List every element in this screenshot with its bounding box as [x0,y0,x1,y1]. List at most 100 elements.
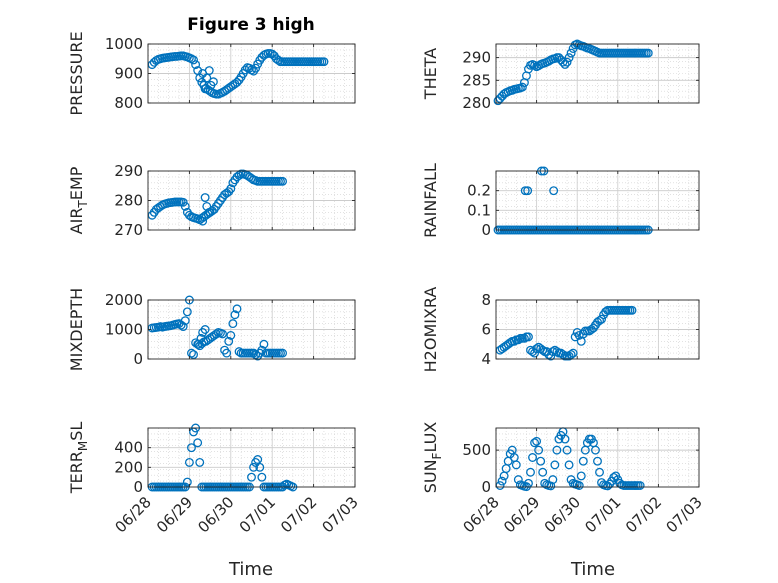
data-point [643,48,653,58]
y-tick-label: 285 [462,71,491,89]
x-tick-label: 06/30 [541,493,584,536]
data-point [198,328,208,337]
y-axis-label: AIRTEMP [67,166,90,234]
y-axis-label: RAINFALL [421,163,440,238]
y-tick-label: 290 [462,49,491,67]
data-point [208,77,218,87]
data-point [523,186,533,196]
data-point [226,330,236,340]
y-tick-label: 290 [114,162,143,180]
data-point [234,347,244,357]
data-point [218,329,227,339]
x-tick-label: 07/03 [663,493,706,536]
axes-box [147,427,356,488]
data-point [520,186,530,196]
data-point [564,53,574,63]
x-axis-label-left: Time [228,559,273,580]
data-point [511,460,521,470]
y-tick-label: 0 [481,478,491,496]
y-tick-label: 280 [462,94,491,112]
data-point [578,456,588,466]
data-point [562,57,572,67]
y-tick-label: 1000 [105,321,143,339]
data-point [253,455,263,464]
subplot-5: 0 1000 2000 MIXDEPTH [67,288,356,371]
data-point [526,467,535,477]
data-point [538,345,548,355]
data-point [548,475,558,485]
y-tick-label: 500 [462,441,491,459]
data-point [552,445,562,455]
y-tick-label: 2000 [105,291,143,309]
y-tick-label: 0.1 [467,201,491,219]
data-point [200,325,210,334]
y-axis-label: PRESSURE [67,31,86,115]
data-point [532,436,542,446]
subplot-3: 270 280 290 AIRTEMP [67,162,356,239]
data-point [184,457,194,467]
x-tick-label: 06/29 [500,493,543,536]
data-point [517,82,527,92]
x-tick-label: 07/01 [581,493,624,536]
data-point [251,63,261,73]
x-tick-label: 06/28 [112,493,155,536]
x-tick-label: 06/30 [194,493,237,536]
data-point [627,305,637,315]
y-tick-label: 400 [114,439,143,457]
data-point [180,316,190,326]
y-tick-label: 800 [114,94,143,112]
subplot-1: 800 900 1000 PRESSURE [67,31,356,116]
data-point [194,339,203,349]
data-point [532,344,542,354]
y-tick-label: 0 [133,350,143,368]
data-point [524,332,533,342]
data-point [497,476,507,486]
data-point [574,481,584,490]
data-point [591,445,600,455]
data-point [200,193,210,202]
data-point [560,434,570,444]
data-point [519,333,529,343]
data-point [601,307,611,317]
data-point [193,438,203,448]
data-point [319,57,329,67]
data-point [191,60,201,70]
y-tick-label: 8 [481,291,491,309]
x-axis-label-right: Time [570,559,615,580]
y-tick-label: 270 [114,221,143,239]
data-point [211,329,221,339]
data-point [546,481,556,491]
data-point [232,304,242,314]
data-point [564,460,574,470]
data-point [196,333,206,343]
data-points [147,48,329,99]
x-tick-label: 07/01 [236,493,279,536]
data-point [226,184,236,194]
data-point [204,207,214,217]
data-point [249,462,259,472]
data-point [234,170,244,180]
data-point [259,339,269,349]
data-point [189,55,198,65]
data-point [595,316,604,326]
data-point [566,350,576,360]
data-point [550,460,560,470]
subplot-2: 280 285 290 THETA [421,39,700,112]
data-point [240,65,250,75]
data-point [570,332,580,342]
data-point [178,197,188,207]
data-point [195,457,205,467]
y-tick-label: 0 [133,478,143,496]
y-tick-label: 4 [481,350,491,368]
data-point [278,348,287,358]
data-point [202,201,212,211]
data-point [251,350,261,360]
data-point [180,201,190,211]
data-point [513,335,523,345]
data-point [566,48,576,58]
data-point [574,330,584,340]
